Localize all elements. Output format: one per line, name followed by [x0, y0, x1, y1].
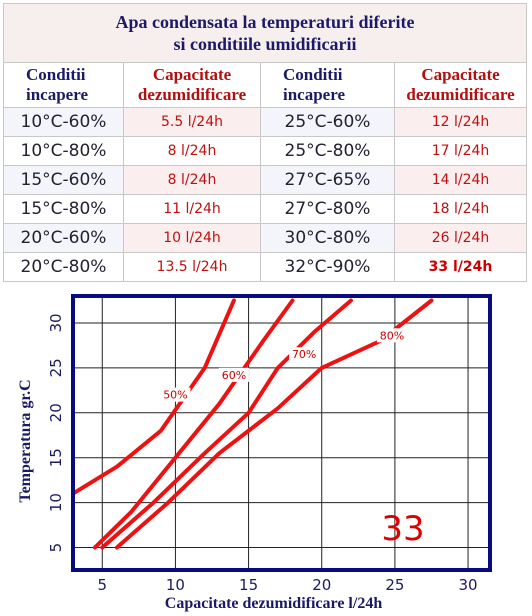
condensation-table: Apa condensata la temperaturi diferite s…: [2, 3, 528, 282]
series-label: 80%: [380, 329, 404, 342]
header-conditions-1-line1: Conditii: [26, 65, 86, 84]
condition-cell: 32°C-90%: [260, 252, 395, 282]
series-line-60pct: [92, 298, 295, 550]
condensation-table-wrapper: Apa condensata la temperaturi diferite s…: [2, 3, 528, 282]
header-conditions-2-line2: incapere: [283, 85, 346, 104]
table-row: 15°C-60% 8 l/24h 27°C-65% 14 l/24h: [3, 165, 528, 195]
x-tick-label: 10: [166, 576, 185, 594]
capacity-cell: 8 l/24h: [123, 136, 261, 166]
condition-cell: 10°C-80%: [3, 136, 124, 166]
condition-cell: 15°C-80%: [3, 194, 124, 224]
series-label: 50%: [163, 389, 187, 402]
x-tick-label: 15: [239, 576, 258, 594]
condition-cell: 20°C-60%: [3, 223, 124, 253]
table-row: 20°C-80% 13.5 l/24h 32°C-90% 33 l/24h: [3, 252, 528, 282]
highlight-value-label: 33: [381, 509, 424, 549]
y-tick-label: 30: [47, 313, 65, 332]
series-label-bg: [218, 367, 249, 382]
header-conditions-2: Conditii incapere: [260, 62, 395, 108]
capacity-cell: 10 l/24h: [123, 223, 261, 253]
header-conditions-1-line2: incapere: [26, 85, 89, 104]
x-axis-label: Capacitate dezumidificare l/24h: [165, 595, 383, 612]
y-tick-label: 20: [47, 403, 65, 422]
x-tick-label: 25: [385, 576, 404, 594]
capacity-cell: 5.5 l/24h: [123, 107, 261, 137]
condition-cell: 25°C-80%: [260, 136, 395, 166]
y-tick-label: 5: [47, 543, 65, 553]
series-label: 70%: [292, 348, 316, 361]
header-conditions-1: Conditii incapere: [3, 62, 124, 108]
x-tick-label: 5: [97, 576, 107, 594]
capacity-cell-highlight: 33 l/24h: [393, 252, 528, 282]
plot-frame: [71, 294, 492, 572]
table-title-line1: Apa condensata la temperaturi diferite: [115, 12, 415, 32]
header-capacity-2: Capacitate dezumidificare: [393, 62, 528, 108]
header-capacity-1-line2: dezumidificare: [137, 85, 247, 104]
series-line-70pct: [100, 298, 353, 550]
header-conditions-2-line1: Conditii: [283, 65, 343, 84]
series-label-bg: [376, 328, 407, 343]
y-tick-label: 25: [47, 358, 65, 377]
table-row: 20°C-60% 10 l/24h 30°C-80% 26 l/24h: [3, 223, 528, 253]
condition-cell: 27°C-80%: [260, 194, 395, 224]
condition-cell: 30°C-80%: [260, 223, 395, 253]
capacity-cell: 14 l/24h: [393, 165, 528, 195]
y-axis-label: Temperatura gr.C: [17, 379, 34, 502]
x-tick-label: 20: [312, 576, 331, 594]
series-label-bg: [289, 347, 320, 362]
condition-cell: 25°C-60%: [260, 107, 395, 137]
y-tick-label: 10: [47, 493, 65, 512]
table-row: 10°C-60% 5.5 l/24h 25°C-60% 12 l/24h: [3, 107, 528, 137]
header-capacity-2-line2: dezumidificare: [406, 85, 515, 104]
series-label: 60%: [222, 369, 246, 382]
header-capacity-1-line1: Capacitate: [152, 65, 232, 84]
capacity-cell: 17 l/24h: [393, 136, 528, 166]
capacity-cell: 26 l/24h: [393, 223, 528, 253]
header-capacity-2-line1: Capacitate: [421, 65, 500, 84]
table-row: 15°C-80% 11 l/24h 27°C-80% 18 l/24h: [3, 194, 528, 224]
table-title: Apa condensata la temperaturi diferite s…: [2, 3, 528, 63]
series-line-50pct: [71, 298, 236, 496]
condition-cell: 20°C-80%: [3, 252, 124, 282]
condition-cell: 10°C-60%: [3, 107, 124, 137]
capacity-cell: 18 l/24h: [393, 194, 528, 224]
table-title-line2: si conditiile umidificarii: [173, 34, 357, 54]
x-tick-label: 30: [459, 576, 478, 594]
table-row: 10°C-80% 8 l/24h 25°C-80% 17 l/24h: [3, 136, 528, 166]
y-tick-label: 15: [47, 448, 65, 467]
header-capacity-1: Capacitate dezumidificare: [123, 62, 261, 108]
series-label-bg: [160, 387, 191, 402]
